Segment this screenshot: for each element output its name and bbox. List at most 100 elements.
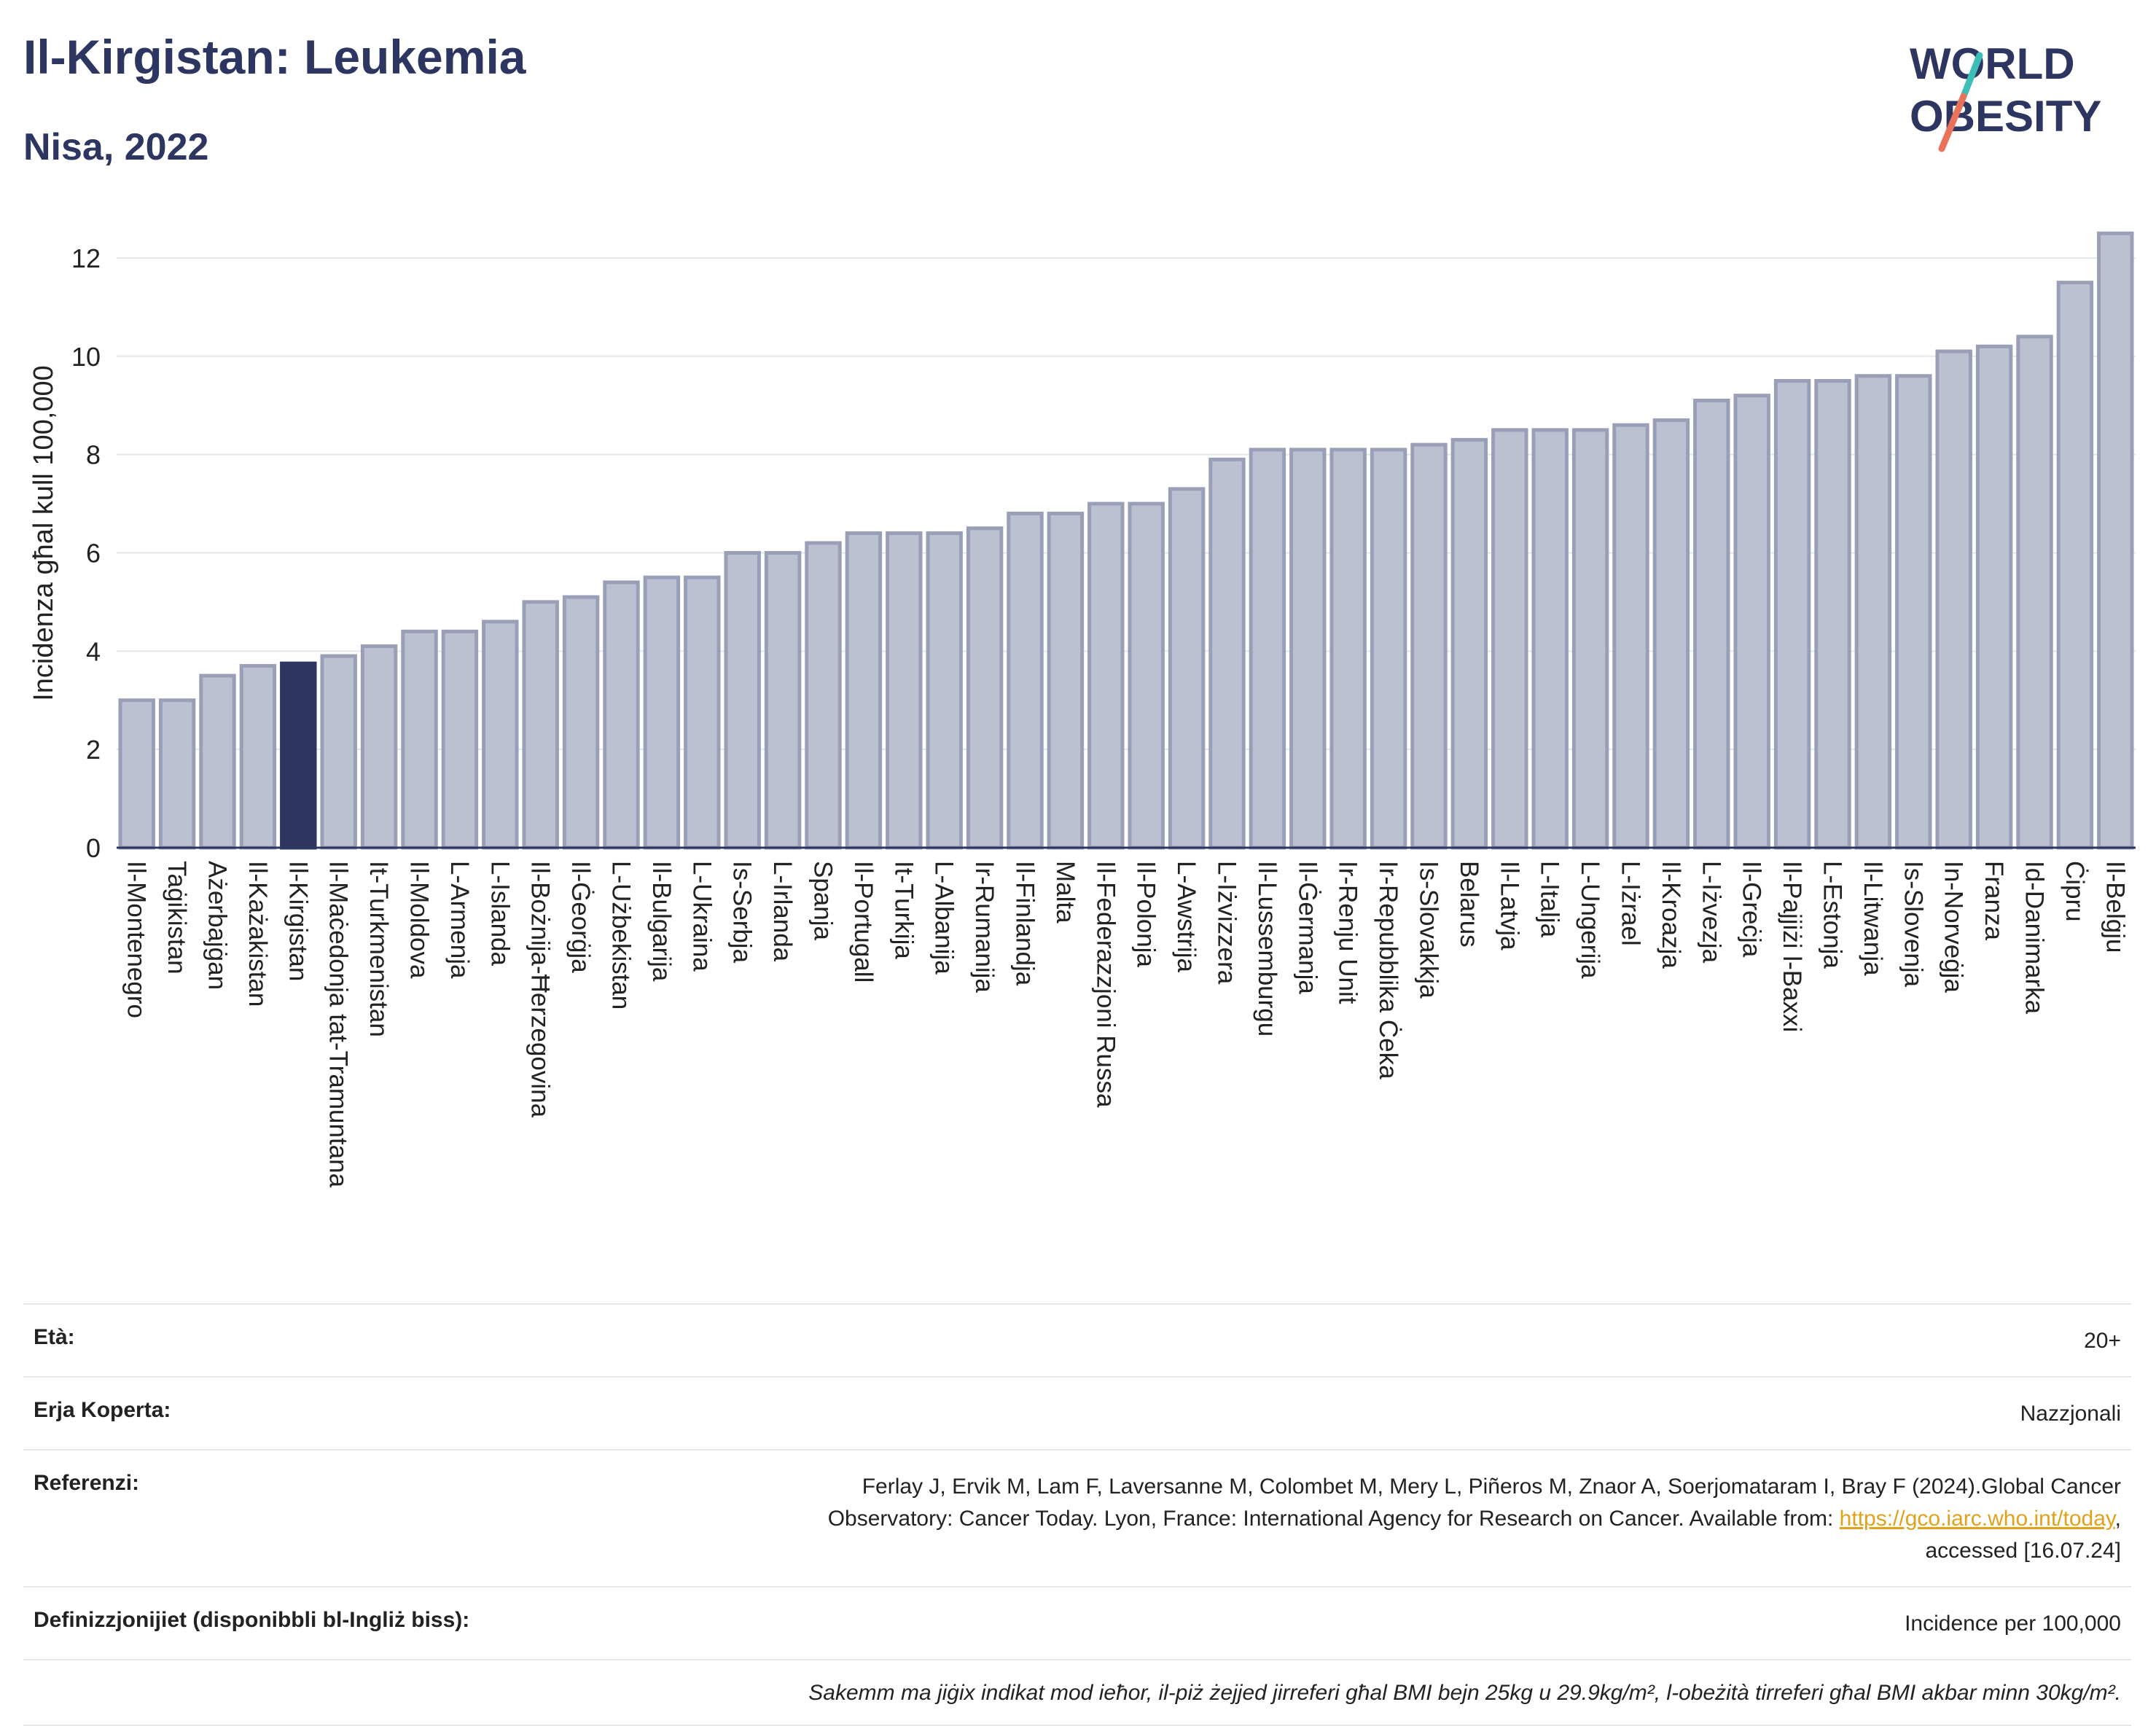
x-tick-label: L-Italja	[1536, 861, 1564, 938]
bar	[1733, 394, 1770, 850]
bar	[562, 595, 600, 850]
y-tick-label: 6	[86, 538, 101, 568]
area-label: Erja Koperta:	[34, 1398, 171, 1422]
x-tick-label: L-Iżrael	[1617, 861, 1645, 946]
bar	[1007, 512, 1044, 850]
x-tick-label: It-Turkmenistan	[364, 861, 393, 1037]
reference-text-4: accessed [16.07.24]	[1925, 1539, 2121, 1563]
logo-slash-teal	[1960, 52, 1983, 100]
bar	[1773, 378, 1811, 850]
bar	[2097, 231, 2134, 850]
logo-word-world: WORLD	[1910, 39, 2075, 88]
x-tick-label: Il-Każakistan	[243, 861, 272, 1007]
references-value: Ferlay J, Ervik M, Lam F, Laversanne M, …	[828, 1471, 2121, 1567]
x-tick-label: Il-Litwanja	[1859, 861, 1887, 976]
x-tick-label: Il-Bożnija-Ħerzegovina	[526, 861, 555, 1118]
x-tick-label: Il-Moldova	[405, 861, 434, 979]
x-tick-label: L-Armenja	[445, 861, 474, 979]
x-tick-label: L-Iżvizzera	[1213, 861, 1241, 985]
y-tick-label: 10	[71, 342, 101, 372]
definitions-value: Incidence per 100,000	[1905, 1612, 2121, 1636]
x-tick-label: Il-Bulgarija	[647, 861, 676, 982]
reference-text-2: Observatory: Cancer Today. Lyon, France:…	[827, 1507, 1840, 1531]
x-tick-label: Il-Belġju	[2101, 861, 2129, 953]
definitions-label: Definizzjonijiet (disponibbli bl-Ingliż …	[34, 1608, 470, 1632]
x-tick-label: Il-Maċedonja tat-Tramuntana	[324, 861, 353, 1188]
x-tick-label: Il-Greċja	[1738, 861, 1766, 958]
bar	[401, 629, 438, 850]
bar	[724, 550, 761, 850]
bar	[1289, 448, 1327, 850]
bar	[926, 531, 963, 850]
y-axis-title: Incidenza għal kull 100,000	[28, 365, 59, 701]
page-title: Il-Kirgistan: Leukemia	[23, 30, 526, 84]
x-tick-label: Belarus	[1455, 861, 1483, 948]
bar	[360, 644, 398, 850]
x-tick-label: L-Albanija	[930, 861, 958, 975]
bar-chart: 0 2 4 6 8 10 12 Incidenza għal kull 100,000 Il-M…	[28, 231, 2136, 1188]
x-tick-label: Il-Federazzjoni Russa	[1091, 861, 1120, 1108]
x-tick-label: Is-Serbja	[728, 861, 757, 964]
logo-slash-coral	[1938, 93, 1967, 152]
x-tick-label: Il-Kirgistan	[284, 861, 312, 981]
x-tick-label: Il-Finlandja	[1011, 861, 1039, 986]
bmi-note: Sakemm ma jiġix indikat mod ieħor, il-pi…	[23, 1659, 2131, 1726]
bar	[1208, 457, 1246, 850]
y-tick-label: 2	[86, 735, 101, 765]
x-tick-label: Il-Polonja	[1132, 861, 1160, 967]
x-tick-label: Ir-Repubblika Ċeka	[1374, 861, 1402, 1079]
meta-row-age: Età: 20+	[23, 1303, 2131, 1376]
bar	[643, 575, 681, 850]
x-tick-label: In-Norveġja	[1940, 861, 1968, 993]
bar	[2016, 335, 2053, 850]
reference-text-3: ,	[2114, 1507, 2121, 1531]
metadata-table: Età: 20+ Erja Koperta: Nazzjonali Refere…	[23, 1303, 2131, 1726]
bar	[1693, 398, 1730, 850]
age-value: 20+	[2084, 1329, 2121, 1353]
reference-text-1: Ferlay J, Ervik M, Lam F, Laversanne M, …	[862, 1475, 2121, 1499]
x-tick-label: L-Iżvezja	[1697, 861, 1725, 964]
y-tick-label: 8	[86, 440, 101, 470]
bar	[1491, 428, 1528, 850]
bar	[1249, 448, 1286, 850]
logo-word-obesity: OBESITY	[1910, 92, 2101, 141]
page-subtitle: Nisa, 2022	[23, 126, 209, 168]
x-tick-label: Il-Pajjiżi l-Baxxi	[1778, 861, 1806, 1032]
bar	[1087, 501, 1125, 850]
x-tick-label: Franza	[1980, 861, 2008, 940]
bar	[1612, 423, 1649, 850]
x-tick-label: Il-Lussemburgu	[1253, 861, 1281, 1036]
bar	[764, 550, 802, 850]
bar	[886, 531, 923, 850]
references-label: Referenzi:	[34, 1471, 140, 1495]
bar	[966, 526, 1004, 850]
x-tick-label: Taġikistan	[163, 861, 191, 975]
area-value: Nazzjonali	[2020, 1402, 2121, 1426]
bar	[158, 698, 196, 850]
x-tick-label: Il-Ġeorġja	[566, 861, 595, 973]
x-tick-label: Il-Montenegro	[122, 861, 151, 1018]
y-tick-label: 0	[86, 833, 101, 863]
x-tick-label: L-Islanda	[485, 861, 514, 967]
bar	[482, 620, 519, 850]
bar	[1854, 374, 1892, 850]
y-tick-label: 12	[71, 243, 101, 273]
x-tick-label: Id-Danimarka	[2020, 861, 2049, 1015]
bar	[1329, 448, 1367, 850]
bar	[1652, 418, 1690, 850]
bar	[1047, 512, 1085, 850]
x-tick-label: L-Irlanda	[768, 861, 797, 962]
bar	[1975, 344, 2013, 850]
x-tick-label: Is-Slovenja	[1899, 861, 1927, 988]
bar	[280, 661, 317, 850]
bar	[1895, 374, 1932, 850]
bar	[684, 575, 721, 850]
x-tick-label: Spanja	[809, 861, 837, 941]
meta-row-references: Referenzi: Ferlay J, Ervik M, Lam F, Lav…	[23, 1449, 2131, 1586]
bar	[603, 580, 640, 850]
bar	[522, 600, 559, 850]
reference-link[interactable]: https://gco.iarc.who.int/today	[1839, 1507, 2115, 1531]
bar	[1410, 442, 1448, 850]
bar	[845, 531, 883, 850]
bar	[1571, 428, 1609, 850]
